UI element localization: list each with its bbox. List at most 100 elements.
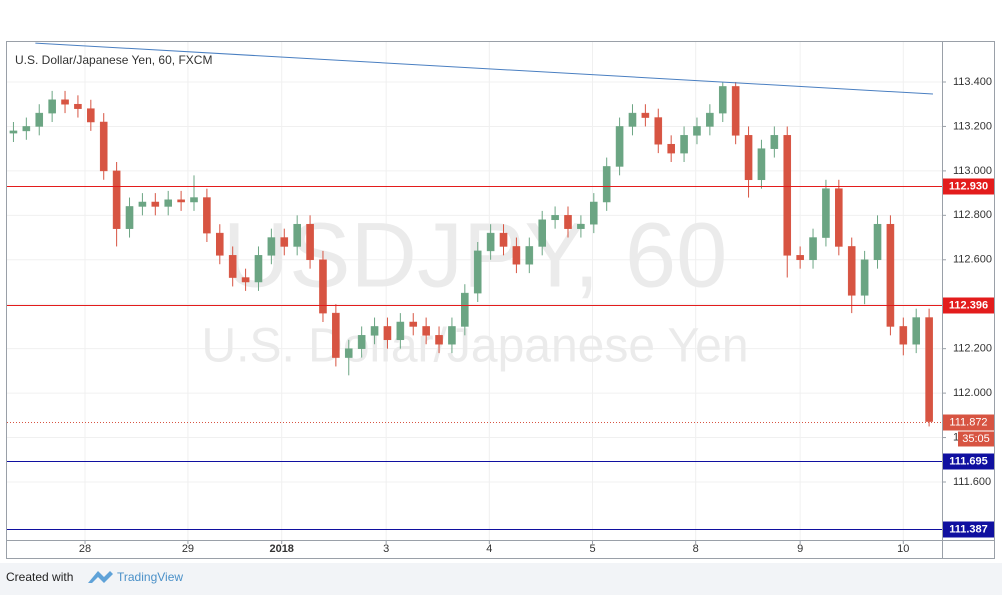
candle-body [22, 126, 31, 132]
candle-body [873, 223, 882, 261]
candle-body [396, 321, 405, 341]
candle-body [190, 197, 198, 203]
y-tick-label: 111.600 [953, 476, 991, 488]
candle-body [357, 335, 366, 349]
x-tick-label: 29 [182, 543, 194, 555]
candle-body [899, 326, 908, 345]
level-label: 111.387 [949, 523, 988, 535]
candle-body [783, 135, 792, 256]
candle-body [203, 197, 211, 234]
candle-body [486, 232, 495, 252]
x-tick-label: 5 [589, 543, 595, 555]
candle-body [383, 326, 392, 341]
candle-body [809, 237, 817, 261]
candle-body [912, 317, 921, 345]
x-tick-label: 3 [383, 543, 389, 555]
candle-body [241, 277, 250, 283]
y-tick-label: 113.000 [953, 165, 992, 177]
x-tick-label: 2018 [269, 543, 293, 555]
y-tick-label: 113.200 [953, 120, 992, 132]
chart-frame [6, 41, 995, 559]
trendline [35, 42, 934, 95]
candle-body [886, 223, 895, 327]
candle-body [61, 99, 69, 105]
candle-body [796, 255, 804, 261]
candle-body [87, 108, 95, 123]
candle-body [332, 312, 340, 358]
candle-body [151, 201, 160, 207]
candle-body [551, 215, 559, 221]
candle-body [448, 326, 456, 345]
y-tick-label: 112.800 [953, 209, 992, 221]
footer-brand[interactable]: TradingView [117, 570, 183, 584]
candle-body [74, 103, 82, 109]
candle-body [99, 121, 108, 172]
candle-body [680, 135, 688, 154]
candle-body [344, 348, 353, 358]
candle-body [538, 219, 547, 247]
candle-body [925, 317, 933, 422]
candle-body [254, 255, 263, 283]
x-tick-label: 4 [486, 543, 492, 555]
candle-body [461, 292, 469, 327]
candle-body [422, 326, 430, 336]
chart-title: U.S. Dollar/Japanese Yen, 60, FXCM [15, 53, 212, 67]
candle-body [293, 223, 301, 247]
candle-body [306, 223, 314, 261]
candle-body [267, 237, 276, 256]
axes: 111.600111.800112.000112.200112.400112.6… [79, 76, 994, 555]
level-label: 112.930 [949, 180, 988, 192]
level-label-box [943, 178, 994, 195]
candle-body [667, 143, 675, 154]
y-tick-label: 112.200 [953, 343, 992, 355]
candle-body [641, 112, 650, 118]
candle-body [835, 188, 843, 247]
candle-body [9, 130, 18, 134]
candle-body [138, 201, 147, 207]
countdown-label: 35:05 [962, 433, 990, 445]
candle-body [731, 86, 740, 136]
footer-bar [0, 563, 1002, 595]
candle-body [744, 135, 753, 181]
candle-body [602, 166, 611, 203]
last-price-label: 111.872 [949, 416, 987, 428]
candle-body [35, 112, 44, 127]
candle-body [718, 86, 727, 114]
last-price-box [943, 414, 994, 431]
level-label-box [943, 453, 994, 470]
candle-body [770, 135, 779, 149]
tradingview-logo [88, 571, 113, 583]
candle-body [615, 126, 624, 167]
candle-body [125, 206, 134, 229]
candle-body [860, 259, 869, 296]
candle-body [706, 112, 714, 127]
candle-body [177, 199, 185, 203]
x-tick-label: 9 [797, 543, 803, 555]
grid [7, 42, 942, 540]
level-label-box [943, 297, 994, 314]
candle-body [319, 259, 327, 314]
candle-body [370, 326, 379, 336]
candle-body [499, 232, 508, 247]
candle-body [512, 246, 521, 265]
level-label: 111.695 [949, 455, 988, 467]
candle-body [654, 117, 663, 145]
x-tick-label: 8 [693, 543, 699, 555]
y-tick-label: 113.400 [953, 76, 992, 88]
candle-body [589, 201, 598, 225]
candle-body [164, 199, 173, 207]
candle-body [280, 237, 289, 247]
level-label-box [943, 521, 994, 538]
countdown-box [958, 431, 994, 447]
candle-body [822, 188, 830, 238]
candle-body [215, 232, 224, 256]
candle-body [409, 321, 418, 327]
x-tick-label: 28 [79, 543, 91, 555]
x-tick-label: 10 [897, 543, 909, 555]
y-tick-label: 112.600 [953, 254, 992, 266]
candle-body [525, 246, 534, 265]
candle-body [628, 112, 637, 127]
candle-body [564, 215, 572, 229]
